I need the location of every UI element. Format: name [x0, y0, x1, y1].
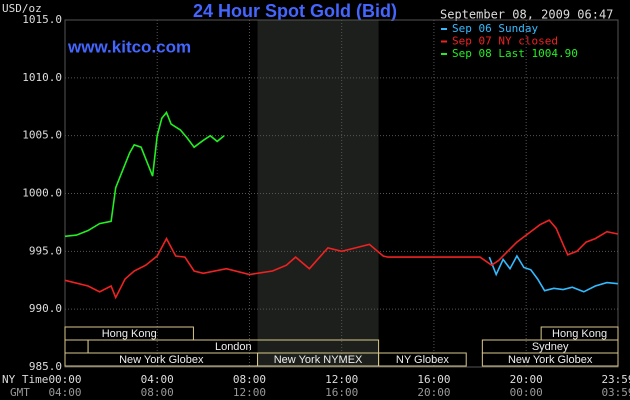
x-axis-label: NY Time — [2, 373, 48, 386]
x2-tick-label: 03:59 — [601, 386, 630, 399]
chart-title: 24 Hour Spot Gold (Bid) — [193, 1, 397, 21]
session-shade — [257, 20, 379, 367]
session-label: Hong Kong — [552, 328, 607, 340]
x-tick-label: 20:00 — [510, 373, 543, 386]
y-axis-label: USD/oz — [2, 2, 42, 15]
legend-label: Sep 08 Last 1004.90 — [452, 47, 578, 60]
x-tick-label: 12:00 — [325, 373, 358, 386]
session-label: New York Globex — [508, 354, 593, 366]
session-label: Hong Kong — [102, 328, 157, 340]
y-tick-label: 995.0 — [29, 244, 62, 257]
x-tick-label: 04:00 — [141, 373, 174, 386]
session-box — [378, 352, 467, 367]
x-tick-label: 16:00 — [417, 373, 450, 386]
x2-axis-label: GMT — [10, 386, 30, 399]
x2-tick-label: 20:00 — [417, 386, 450, 399]
x2-tick-label: 08:00 — [141, 386, 174, 399]
timestamp: September 08, 2009 06:47 — [440, 8, 613, 22]
y-tick-label: 1010.0 — [22, 71, 62, 84]
session-label: New York Globex — [119, 354, 204, 366]
y-tick-label: 1015.0 — [22, 13, 62, 26]
session-label: London — [215, 341, 252, 353]
legend-label: Sep 07 NY closed — [452, 35, 558, 48]
x-tick-label: 00:00 — [48, 373, 81, 386]
y-tick-label: 1005.0 — [22, 129, 62, 142]
x2-tick-label: 12:00 — [233, 386, 266, 399]
series-line — [64, 219, 619, 300]
x-tick-label: 23:59 — [601, 373, 630, 386]
x2-tick-label: 00:00 — [510, 386, 543, 399]
x2-tick-label: 04:00 — [48, 386, 81, 399]
session-label: NY Globex — [396, 354, 449, 366]
x-tick-label: 08:00 — [233, 373, 266, 386]
watermark: www.kitco.com — [67, 37, 191, 56]
y-tick-label: 990.0 — [29, 302, 62, 315]
y-tick-label: 1000.0 — [22, 187, 62, 200]
series-line — [488, 254, 618, 293]
legend-label: Sep 06 Sunday — [452, 22, 538, 35]
session-box — [481, 352, 619, 367]
series-line — [64, 110, 225, 238]
session-label: New York NYMEX — [274, 354, 363, 366]
session-label: Sydney — [532, 341, 569, 353]
x2-tick-label: 16:00 — [325, 386, 358, 399]
y-tick-label: 985.0 — [29, 360, 62, 373]
